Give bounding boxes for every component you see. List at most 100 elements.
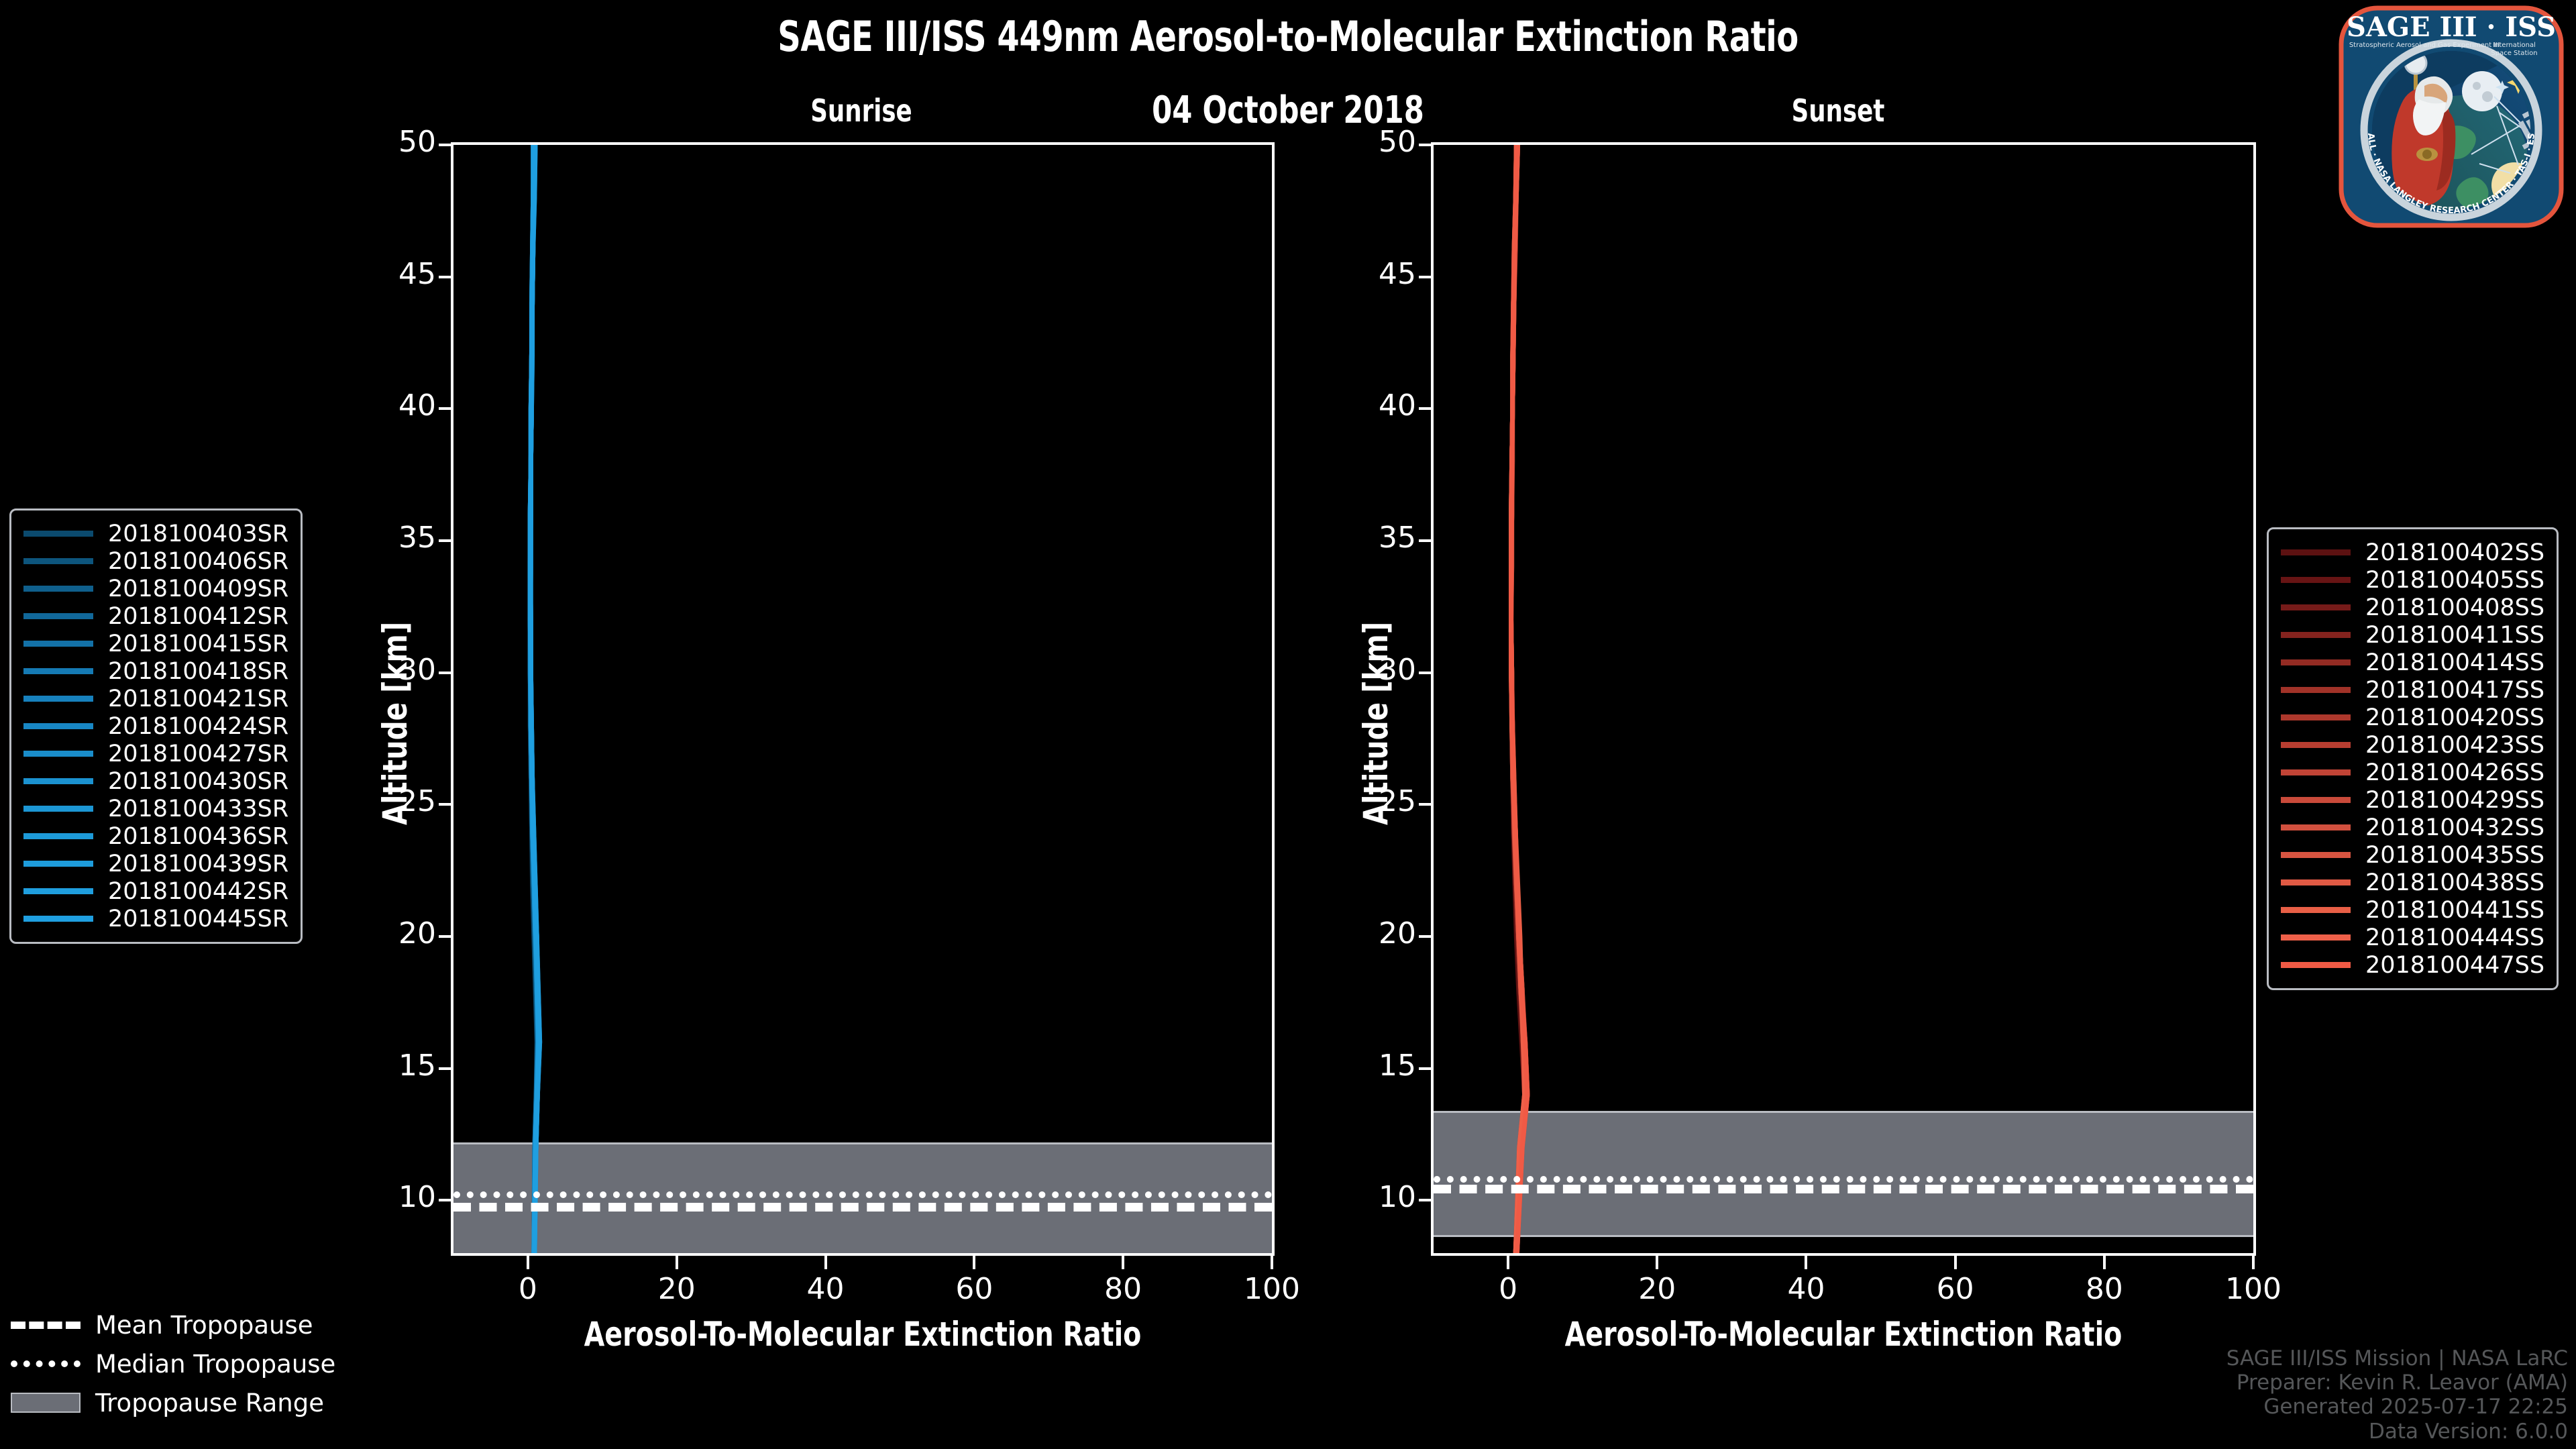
legend-item[interactable]: 2018100447SS bbox=[2281, 951, 2544, 979]
legend-label: 2018100417SS bbox=[2365, 676, 2545, 704]
legend-item[interactable]: 2018100418SR bbox=[23, 657, 288, 685]
legend-item[interactable]: 2018100423SS bbox=[2281, 731, 2544, 759]
legend-item[interactable]: 2018100445SR bbox=[23, 905, 288, 932]
legend-item[interactable]: 2018100424SR bbox=[23, 712, 288, 740]
legend-color-swatch bbox=[2281, 714, 2351, 720]
legend-color-swatch bbox=[23, 778, 93, 784]
legend-item[interactable]: 2018100403SR bbox=[23, 520, 288, 547]
legend-label: 2018100435SS bbox=[2365, 841, 2545, 869]
y-axis-tick-mark bbox=[1419, 144, 1432, 146]
legend-item[interactable]: 2018100405SS bbox=[2281, 566, 2544, 594]
legend-color-swatch bbox=[23, 888, 93, 894]
legend-item[interactable]: 2018100439SR bbox=[23, 850, 288, 877]
legend-color-swatch bbox=[2281, 549, 2351, 555]
legend-item-mean-tropopause: Mean Tropopause bbox=[11, 1305, 335, 1344]
legend-color-swatch bbox=[23, 916, 93, 922]
legend-label: 2018100439SR bbox=[108, 850, 289, 877]
legend-label: 2018100447SS bbox=[2365, 951, 2545, 979]
date-subtitle: 04 October 2018 bbox=[1152, 89, 1424, 132]
legend-item[interactable]: 2018100414SS bbox=[2281, 649, 2544, 676]
credits-block: SAGE III/ISS Mission | NASA LaRC Prepare… bbox=[2226, 1346, 2568, 1444]
dashed-line-icon bbox=[11, 1321, 80, 1329]
x-axis-tick-label: 100 bbox=[1244, 1272, 1300, 1306]
legend-color-swatch bbox=[23, 723, 93, 729]
legend-color-swatch bbox=[23, 641, 93, 647]
legend-item[interactable]: 2018100438SS bbox=[2281, 869, 2544, 896]
legend-color-swatch bbox=[2281, 962, 2351, 968]
x-axis-tick-label: 40 bbox=[1787, 1272, 1825, 1306]
y-axis-tick-mark bbox=[439, 1067, 452, 1070]
legend-item[interactable]: 2018100421SR bbox=[23, 685, 288, 712]
legend-item[interactable]: 2018100429SS bbox=[2281, 786, 2544, 814]
x-axis-tick-label: 100 bbox=[2225, 1272, 2282, 1306]
series-line bbox=[527, 145, 542, 1253]
sunrise-legend: 2018100403SR 2018100406SR 2018100409SR 2018… bbox=[9, 508, 303, 944]
credits-line-mission: SAGE III/ISS Mission | NASA LaRC bbox=[2226, 1346, 2568, 1371]
legend-item[interactable]: 2018100427SR bbox=[23, 740, 288, 767]
legend-item[interactable]: 2018100411SS bbox=[2281, 621, 2544, 649]
tropopause-band-top-edge bbox=[453, 1142, 1272, 1144]
legend-color-swatch bbox=[2281, 742, 2351, 748]
legend-label: 2018100441SS bbox=[2365, 896, 2545, 924]
legend-label: 2018100429SS bbox=[2365, 786, 2545, 814]
legend-item[interactable]: 2018100444SS bbox=[2281, 924, 2544, 951]
legend-label: 2018100433SR bbox=[108, 795, 289, 822]
legend-item[interactable]: 2018100430SR bbox=[23, 767, 288, 795]
x-axis-tick-mark bbox=[1271, 1256, 1273, 1269]
legend-color-swatch bbox=[2281, 934, 2351, 941]
median-tropopause-line bbox=[453, 1191, 1272, 1199]
legend-item[interactable]: 2018100435SS bbox=[2281, 841, 2544, 869]
series-line bbox=[1509, 145, 1530, 1253]
x-axis-tick-mark bbox=[2252, 1256, 2255, 1269]
x-axis-tick-label: 20 bbox=[1638, 1272, 1676, 1306]
legend-color-swatch bbox=[2281, 852, 2351, 858]
sunset-plot-area bbox=[1431, 142, 2256, 1256]
legend-item[interactable]: 2018100433SR bbox=[23, 795, 288, 822]
page-title: SAGE III/ISS 449nm Aerosol-to-Molecular … bbox=[777, 12, 1799, 61]
y-axis-tick-label: 35 bbox=[398, 521, 436, 555]
x-axis-tick-label: 60 bbox=[955, 1272, 994, 1306]
y-axis-tick-label: 25 bbox=[1379, 784, 1416, 819]
y-axis-tick-label: 10 bbox=[398, 1180, 436, 1215]
legend-item[interactable]: 2018100402SS bbox=[2281, 539, 2544, 566]
y-axis-tick-mark bbox=[1419, 407, 1432, 411]
legend-item[interactable]: 2018100417SS bbox=[2281, 676, 2544, 704]
legend-label: 2018100438SS bbox=[2365, 869, 2545, 896]
legend-label: 2018100414SS bbox=[2365, 649, 2545, 676]
y-axis-tick-label: 45 bbox=[1379, 256, 1416, 291]
legend-item-tropopause-range: Tropopause Range bbox=[11, 1383, 335, 1422]
y-axis-tick-mark bbox=[439, 539, 452, 542]
legend-item[interactable]: 2018100408SS bbox=[2281, 594, 2544, 621]
y-axis-tick-label: 30 bbox=[398, 652, 436, 687]
series-lines bbox=[527, 145, 543, 1253]
legend-item[interactable]: 2018100426SS bbox=[2281, 759, 2544, 786]
y-axis-tick-label: 15 bbox=[1379, 1048, 1416, 1083]
legend-item[interactable]: 2018100442SR bbox=[23, 877, 288, 905]
legend-label: 2018100408SS bbox=[2365, 594, 2545, 621]
y-axis-tick-mark bbox=[1419, 1199, 1432, 1202]
tropopause-band-bottom-edge bbox=[1434, 1235, 2253, 1238]
x-axis-tick-mark bbox=[824, 1256, 827, 1269]
legend-item[interactable]: 2018100412SR bbox=[23, 602, 288, 630]
y-axis-tick-label: 10 bbox=[1379, 1180, 1416, 1215]
legend-item[interactable]: 2018100406SR bbox=[23, 547, 288, 575]
y-axis-tick-mark bbox=[439, 275, 452, 278]
legend-item[interactable]: 2018100420SS bbox=[2281, 704, 2544, 731]
legend-item[interactable]: 2018100432SS bbox=[2281, 814, 2544, 841]
y-axis-tick-label: 25 bbox=[398, 784, 436, 819]
legend-color-swatch bbox=[23, 531, 93, 537]
filled-band-icon bbox=[11, 1393, 80, 1413]
legend-item[interactable]: 2018100441SS bbox=[2281, 896, 2544, 924]
mission-patch-icon: SAGE III · ISS Stratospheric Aerosol and… bbox=[2335, 0, 2564, 228]
legend-item[interactable]: 2018100409SR bbox=[23, 575, 288, 602]
mean-tropopause-line bbox=[1434, 1184, 2253, 1193]
legend-color-swatch bbox=[23, 613, 93, 619]
legend-label: 2018100442SR bbox=[108, 877, 289, 905]
y-axis-tick-label: 15 bbox=[398, 1048, 436, 1083]
legend-item[interactable]: 2018100415SR bbox=[23, 630, 288, 657]
legend-label: 2018100402SS bbox=[2365, 539, 2545, 566]
legend-label: 2018100430SR bbox=[108, 767, 289, 795]
legend-label: 2018100432SS bbox=[2365, 814, 2545, 841]
legend-label-mean-tropopause: Mean Tropopause bbox=[95, 1310, 313, 1340]
legend-item[interactable]: 2018100436SR bbox=[23, 822, 288, 850]
